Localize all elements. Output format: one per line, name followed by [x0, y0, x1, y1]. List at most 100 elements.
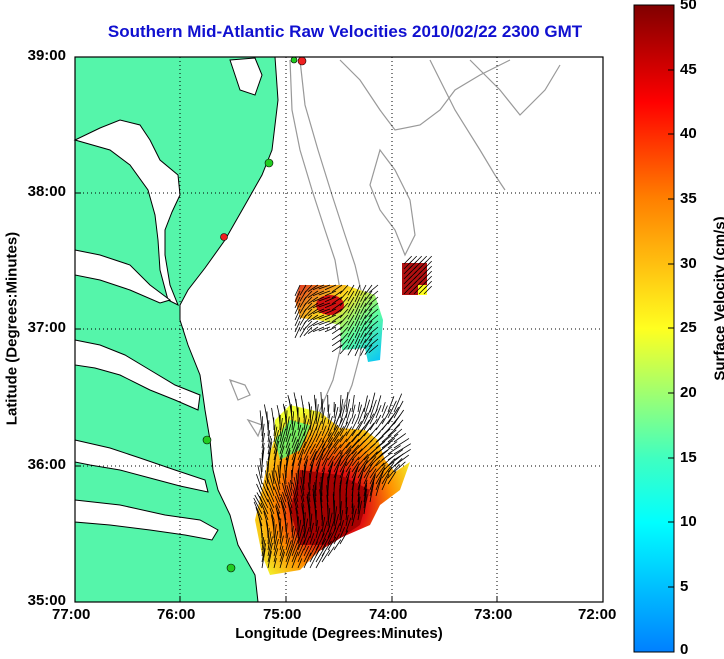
velocity-vector [303, 418, 310, 437]
velocity-vector [297, 524, 304, 545]
velocity-vector [297, 531, 306, 551]
velocity-vector [327, 447, 337, 461]
velocity-vector [294, 290, 301, 303]
velocity-vector [309, 403, 311, 419]
velocity-vector [408, 255, 417, 265]
velocity-vector [260, 502, 269, 521]
colorbar-tick-label: 15 [680, 449, 697, 466]
velocity-vector [339, 431, 348, 443]
velocity-vector [369, 472, 377, 485]
velocity-vector [339, 344, 349, 355]
velocity-vector [375, 449, 389, 461]
velocity-vector [309, 448, 317, 461]
velocity-vector [324, 308, 337, 315]
velocity-vector [265, 490, 275, 509]
velocity-vector [363, 494, 368, 515]
velocity-vector [360, 344, 367, 356]
velocity-vector [354, 284, 361, 297]
velocity-vector [309, 472, 311, 491]
velocity-vector [302, 404, 305, 419]
velocity-vector [261, 442, 265, 455]
velocity-vector [345, 407, 352, 425]
bay-water [73, 57, 263, 541]
velocity-vector [261, 543, 267, 563]
velocity-vector [294, 320, 301, 333]
velocity-vector [333, 523, 341, 539]
velocity-vector [327, 431, 340, 449]
velocity-vector [307, 290, 319, 299]
velocity-vector [357, 407, 365, 425]
velocity-vector [267, 543, 273, 563]
velocity-vector [267, 420, 270, 437]
velocity-vector [368, 284, 379, 294]
velocity-vector [381, 461, 395, 479]
velocity-vector [303, 545, 310, 557]
velocity-vector [321, 428, 330, 443]
colorbar-tick-label: 25 [680, 319, 697, 336]
velocity-vector [306, 493, 311, 509]
velocity-vector [279, 436, 286, 455]
velocity-vector [351, 456, 360, 467]
velocity-vector [303, 320, 313, 331]
velocity-vector [273, 558, 277, 569]
velocity-vector [360, 338, 367, 350]
velocity-vector [333, 452, 343, 467]
velocity-vector [291, 551, 299, 569]
velocity-vector [369, 399, 377, 419]
y-tick-label: 37:00 [27, 319, 66, 336]
velocity-vector [315, 411, 321, 431]
velocity-vector [351, 426, 365, 443]
velocity-vector [303, 326, 313, 337]
velocity-vector [345, 417, 352, 431]
velocity-vector [285, 410, 288, 431]
velocity-vector [271, 470, 275, 485]
velocity-vector [345, 399, 350, 419]
velocity-vector [327, 415, 333, 431]
velocity-vector [261, 548, 266, 569]
velocity-vector [309, 522, 314, 539]
velocity-vector [285, 416, 290, 437]
velocity-vector [339, 421, 349, 437]
velocity-vector [267, 536, 273, 557]
velocity-vector [351, 503, 354, 515]
velocity-vector [291, 525, 294, 539]
velocity-vector [261, 423, 265, 443]
map-title: Southern Mid-Atlantic Raw Velocities 201… [107, 22, 583, 41]
velocity-vector [360, 302, 367, 314]
velocity-vector [347, 320, 355, 332]
velocity-vector [333, 506, 338, 527]
velocity-vector [259, 485, 269, 503]
velocity-vector [273, 424, 276, 437]
velocity-vector [333, 426, 345, 443]
velocity-vector [333, 514, 339, 533]
velocity-vector [266, 460, 269, 479]
velocity-vector [357, 500, 362, 521]
velocity-vector [364, 302, 373, 313]
velocity-vector [364, 314, 373, 325]
velocity-vector [354, 302, 361, 315]
station-marker [297, 56, 307, 66]
velocity-vector [309, 410, 315, 431]
velocity-vector [381, 401, 386, 413]
velocity-vector [369, 440, 386, 455]
velocity-vector [339, 445, 352, 461]
velocity-vector [280, 494, 287, 509]
velocity-vector [318, 296, 331, 302]
velocity-vector [363, 422, 375, 437]
velocity-vector [292, 489, 299, 509]
velocity-vector [354, 320, 361, 333]
station-marker [264, 158, 274, 168]
velocity-vector [321, 398, 324, 419]
velocity-vector [279, 545, 284, 557]
x-tick-label: 72:00 [578, 606, 617, 623]
velocity-vector [297, 427, 304, 443]
velocity-vector [368, 290, 379, 300]
velocity-vector [291, 442, 299, 461]
velocity-vector [351, 448, 363, 461]
velocity-vector [265, 470, 269, 485]
velocity-vector [273, 524, 277, 545]
velocity-vector [393, 454, 410, 467]
velocity-vector [288, 482, 293, 497]
velocity-vector [363, 462, 374, 479]
velocity-vector [360, 296, 367, 308]
